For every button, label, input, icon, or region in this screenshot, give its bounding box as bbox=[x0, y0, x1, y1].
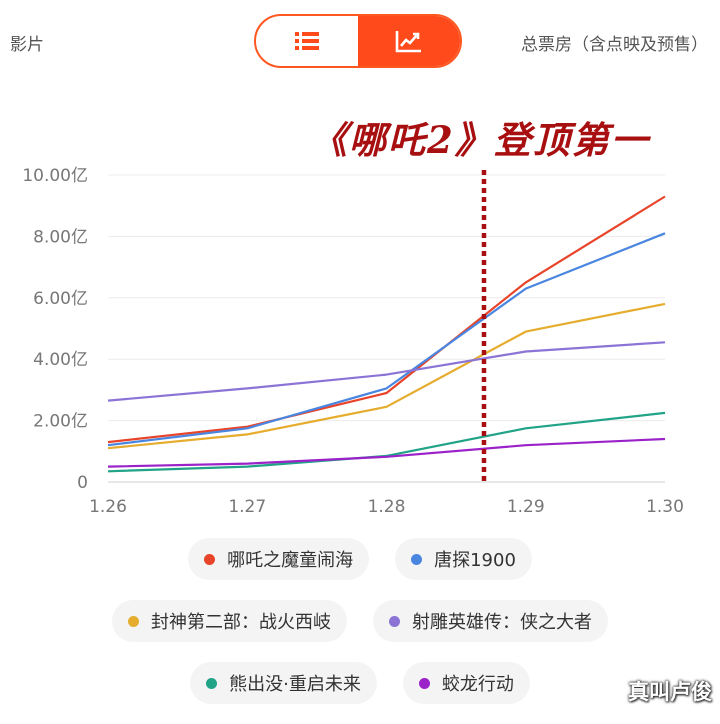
legend-dot bbox=[411, 553, 423, 565]
series-line bbox=[107, 302, 666, 450]
headline-annotation: 《哪吒2》登顶第一 bbox=[310, 118, 650, 162]
legend-row: 哪吒之魔童闹海 唐探1900 bbox=[0, 538, 720, 580]
legend-item-jiaolong[interactable]: 蛟龙行动 bbox=[402, 662, 530, 704]
series-line bbox=[107, 232, 666, 447]
column-label-film: 影片 bbox=[10, 35, 44, 55]
legend-dot bbox=[128, 615, 139, 627]
y-tick-label: 4.00亿 bbox=[33, 350, 88, 370]
legend-label: 熊出没·重启未来 bbox=[229, 674, 361, 695]
legend-label: 封神第二部：战火西岐 bbox=[151, 612, 331, 633]
legend-row: 熊出没·重启未来 蛟龙行动 bbox=[0, 662, 720, 704]
y-tick-label: 6.00亿 bbox=[33, 289, 88, 309]
legend-item-shediao[interactable]: 射雕英雄传：侠之大者 bbox=[373, 600, 608, 642]
legend-item-nezha[interactable]: 哪吒之魔童闹海 bbox=[188, 538, 370, 580]
legend-dot bbox=[206, 677, 218, 689]
legend-item-tangtan[interactable]: 唐探1900 bbox=[395, 538, 532, 580]
legend-label: 蛟龙行动 bbox=[441, 674, 514, 695]
legend-dot bbox=[418, 677, 430, 689]
trend-chart-icon bbox=[395, 31, 421, 53]
legend-label: 哪吒之魔童闹海 bbox=[227, 550, 354, 571]
legend-row: 封神第二部：战火西岐 射雕英雄传：侠之大者 bbox=[0, 600, 720, 642]
legend-label: 射雕英雄传：侠之大者 bbox=[412, 612, 592, 633]
y-tick-label: 2.00亿 bbox=[33, 412, 88, 432]
series-line bbox=[107, 195, 666, 444]
legend-item-fengshen[interactable]: 封神第二部：战火西岐 bbox=[112, 600, 347, 642]
legend-item-xiongchumo[interactable]: 熊出没·重启未来 bbox=[190, 662, 377, 704]
legend-dot bbox=[204, 553, 216, 565]
legend-dot bbox=[389, 615, 400, 627]
box-office-line-chart: 0 2.00亿 4.00亿 6.00亿 8.00亿 10.00亿 1.26 1.27 1.28 1… bbox=[22, 166, 684, 517]
x-tick-label: 1.26 bbox=[89, 497, 127, 517]
list-icon bbox=[295, 32, 319, 50]
legend-label: 唐探1900 bbox=[434, 550, 516, 571]
x-tick-label: 1.29 bbox=[507, 497, 545, 517]
x-tick-label: 1.27 bbox=[228, 497, 266, 517]
watermark: 真叫卢俊 bbox=[628, 680, 712, 704]
legend: 哪吒之魔童闹海 唐探1900 封神第二部：战火西岐 射雕英雄传：侠之大者 熊出没… bbox=[0, 538, 720, 724]
y-tick-label: 10.00亿 bbox=[22, 166, 88, 186]
chart-view-button[interactable] bbox=[358, 16, 460, 66]
x-tick-label: 1.30 bbox=[646, 497, 684, 517]
series-line bbox=[107, 437, 666, 468]
y-tick-label: 8.00亿 bbox=[33, 227, 88, 247]
view-toggle bbox=[254, 14, 462, 68]
series-line bbox=[107, 341, 666, 402]
list-view-button[interactable] bbox=[256, 16, 358, 66]
column-label-box-office: 总票房（含点映及预售） bbox=[521, 35, 708, 55]
x-tick-label: 1.28 bbox=[368, 497, 406, 517]
y-tick-label: 0 bbox=[77, 473, 88, 493]
